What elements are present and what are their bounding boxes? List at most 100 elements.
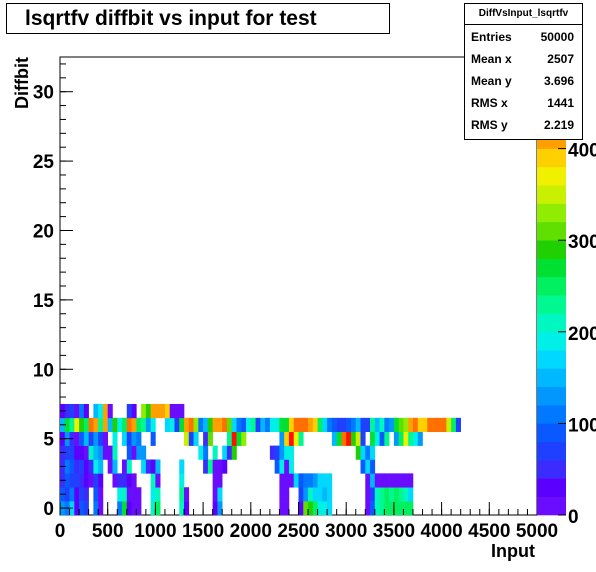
heatmap-cell xyxy=(117,473,123,488)
heatmap-cell xyxy=(64,417,70,433)
heatmap-cell xyxy=(393,473,399,488)
heatmap-cell xyxy=(212,487,218,502)
heatmap-cell xyxy=(370,417,376,433)
heatmap-cell xyxy=(279,417,285,433)
heatmap-cell xyxy=(69,459,75,474)
heatmap-cell xyxy=(417,431,423,446)
heatmap-cell xyxy=(64,473,70,488)
heatmap-cell xyxy=(398,487,404,502)
heatmap-cell xyxy=(122,431,128,446)
y-tick-label: 25 xyxy=(33,152,55,173)
heatmap-cell xyxy=(64,445,70,460)
color-scale-swatch xyxy=(537,368,566,388)
heatmap-cell xyxy=(126,459,132,474)
heatmap-cell xyxy=(241,417,247,433)
heatmap-cell xyxy=(312,501,318,516)
heatmap-cell xyxy=(107,403,113,419)
heatmap-cell xyxy=(74,445,80,460)
heatmap-cell xyxy=(141,417,147,433)
heatmap-cell xyxy=(141,403,147,419)
heatmap-cell xyxy=(327,501,333,516)
heatmap-cell xyxy=(150,501,156,516)
heatmap-cell xyxy=(79,501,85,516)
heatmap-cell xyxy=(384,473,390,488)
heatmap-cell xyxy=(122,501,128,516)
heatmap-cell xyxy=(384,501,390,516)
heatmap-cell xyxy=(179,487,185,502)
heatmap-cell xyxy=(308,473,314,488)
heatmap-cell xyxy=(322,417,328,433)
heatmap-cell xyxy=(408,487,414,502)
heatmap-cell xyxy=(288,417,295,433)
heatmap-cell xyxy=(298,501,304,516)
heatmap-cell xyxy=(150,431,156,446)
heatmap-cell xyxy=(98,417,104,433)
color-scale-swatch xyxy=(537,185,566,204)
heatmap-cell xyxy=(122,473,128,488)
heatmap-cell xyxy=(112,459,118,474)
heatmap-cell xyxy=(184,487,190,502)
x-tick-label: 5000 xyxy=(516,521,558,542)
heatmap-cell xyxy=(374,501,380,516)
x-tick-label: 4500 xyxy=(468,521,510,542)
heatmap-cell xyxy=(88,445,94,460)
heatmap-cell xyxy=(93,431,99,446)
heatmap-cell xyxy=(322,487,328,502)
heatmap-cell xyxy=(126,487,132,502)
heatmap-cell xyxy=(74,431,80,446)
heatmap-cell xyxy=(93,403,99,419)
heatmap-cell xyxy=(246,417,252,433)
heatmap-cell xyxy=(293,473,299,488)
heatmap-cell xyxy=(279,445,285,460)
heatmap-cell xyxy=(312,417,318,433)
heatmap-cell xyxy=(408,501,414,516)
z-tick-label: 300 xyxy=(568,232,596,253)
x-tick-label: 3500 xyxy=(373,521,415,542)
heatmap-cell xyxy=(374,417,380,433)
heatmap-cell xyxy=(279,459,285,474)
heatmap-cell xyxy=(308,417,314,433)
heatmap-cell xyxy=(207,459,213,474)
x-tick-label: 2500 xyxy=(277,521,319,542)
heatmap-cell xyxy=(327,473,333,488)
color-scale-swatch xyxy=(537,276,566,296)
heatmap-cell xyxy=(74,403,80,419)
heatmap-cell xyxy=(150,487,156,502)
heatmap-cell xyxy=(317,473,323,488)
heatmap-cell xyxy=(98,459,104,474)
heatmap-cell xyxy=(327,487,333,502)
heatmap-cell xyxy=(336,417,342,433)
heatmap-cell xyxy=(155,473,161,488)
heatmap-cell xyxy=(365,417,371,433)
heatmap-cell xyxy=(207,431,213,446)
heatmap-cell xyxy=(303,487,309,502)
y-tick-label: 10 xyxy=(33,360,54,381)
heatmap-cell xyxy=(212,501,218,516)
heatmap-cell xyxy=(79,459,85,474)
heatmap-cell xyxy=(98,445,104,460)
heatmap-cell xyxy=(408,417,414,433)
y-tick-label: 20 xyxy=(33,221,54,242)
heatmap-cell xyxy=(74,473,80,488)
heatmap-cell xyxy=(260,417,266,433)
heatmap-cell xyxy=(412,431,419,446)
heatmap-cell xyxy=(236,431,242,446)
heatmap-cell xyxy=(389,473,395,488)
color-scale-swatch xyxy=(537,258,566,278)
x-tick-label: 2000 xyxy=(230,521,272,542)
heatmap-cell xyxy=(308,487,314,502)
heatmap-cell xyxy=(83,501,89,516)
heatmap-cell xyxy=(131,403,137,419)
heatmap-cell xyxy=(145,459,151,474)
heatmap-cell xyxy=(379,473,385,488)
heatmap-cell xyxy=(112,473,118,488)
heatmap-cell xyxy=(374,431,380,446)
heatmap-cell xyxy=(346,431,352,446)
heatmap-cell xyxy=(112,431,118,446)
heatmap-cell xyxy=(212,417,218,433)
heatmap-cell xyxy=(150,403,156,419)
heatmap-cell xyxy=(193,431,199,446)
heatmap-cell xyxy=(79,403,85,419)
heatmap-cell xyxy=(217,501,223,516)
heatmap-cell xyxy=(179,501,185,516)
